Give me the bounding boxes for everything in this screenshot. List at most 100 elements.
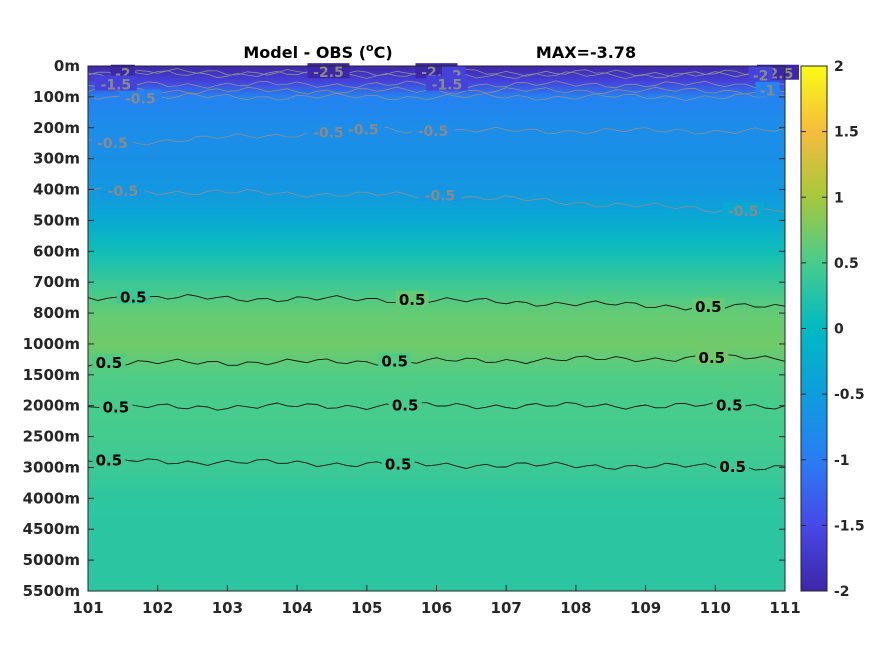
chart-subtitle: MAX=-3.78 [536,43,636,62]
contour-label-gap [755,81,780,97]
contour-label: 0.5 [381,353,408,371]
x-tick-label: 111 [769,599,800,617]
contour-label-gap [94,75,137,91]
y-tick-label: 100m [33,88,80,106]
contour-labels: 0.5 0.5 0.5 0.5 0.5 0.5 0.5 0.5 0.5 0.5 0.5 0.5 -0.5… [91,63,800,476]
contour-label: 0.5 [120,289,147,307]
contour-label-gap [425,75,468,91]
contour-label-gap [381,455,415,471]
heatmap-field [88,66,785,591]
contour-label: 0.5 [392,397,419,415]
contour-label: 0.5 [399,291,426,309]
x-tick-label: 105 [351,599,382,617]
colorbar-tick-label: 0.5 [834,256,859,272]
x-tick-label: 103 [212,599,243,617]
contour-label: -0.5 [108,184,139,200]
x-tick-label: 102 [142,599,173,617]
y-tick-label: 4000m [23,489,80,507]
y-tick-label: 1000m [23,335,80,353]
contour-label: -1 [760,84,776,100]
contour-label: -0.5 [418,124,449,140]
heatmap-area [88,66,785,591]
y-tick-label: 700m [33,273,80,291]
contour-label-gap [712,396,746,412]
x-tick-label: 109 [630,599,661,617]
contour-label: -0.5 [125,91,156,107]
contour-label: -0.5 [728,204,759,220]
y-tick-label: 4500m [23,520,80,538]
contour-label: -1.5 [101,78,132,94]
contour-label-gap [716,457,750,473]
contour-label-gap [378,352,412,368]
y-tick-label: 3000m [23,458,80,476]
contour-label-gap [722,202,765,218]
contour-label-gap [307,123,350,139]
contour-label: -2.5 [313,65,344,81]
colorbar-tick-label: -0.5 [834,387,865,403]
contour-line-0.5 [87,401,786,411]
contour-label-gap [119,89,162,105]
x-axis: 101 102 103 104 105 106 107 108 109 110 111 [72,585,801,617]
x-tick-label: 107 [491,599,522,617]
contour-label-gap [412,121,455,137]
contour-label: 0.5 [385,455,412,473]
contour-label: 0.5 [719,458,746,476]
contour-label: -0.5 [97,136,128,152]
y-tick-label: 200m [33,119,80,137]
contour-label-gap [92,354,126,370]
contour-label: 0.5 [96,452,123,470]
colorbar-tick-label: -1 [834,453,850,469]
y-tick-label: 2000m [23,397,80,415]
contour-label-gap [116,288,150,304]
colorbar-tick-label: 2 [834,59,844,75]
contour-label-gap [342,120,385,136]
contour-label-gap [691,297,725,313]
contour-label-gap [748,66,773,82]
contour-label: 0.5 [103,398,130,416]
contour-label-gap [91,134,134,150]
contour-line-0.5 [87,354,786,367]
colorbar-tick-label: 1.5 [834,125,859,141]
colorbar-tick-label: 1 [834,190,844,206]
contour-label-gap [395,290,429,306]
y-tick-label: 0m [54,57,80,75]
contour-label-gap [388,396,422,412]
y-tick-label: 1500m [23,366,80,384]
chart-title: Model - OBS (oC) [243,41,392,62]
contour-label-gap [99,398,133,414]
x-tick-label: 110 [700,599,731,617]
y-tick-label: 800m [33,304,80,322]
contour-label: 0.5 [96,354,123,372]
contour-label: -2 [753,68,769,84]
colorbar-tick-label: -1.5 [834,518,865,534]
x-tick-label: 106 [421,599,452,617]
y-tick-label: 600m [33,242,80,260]
contour-label: 0.5 [699,349,726,367]
contour-label: -1.5 [432,78,463,94]
x-tick-label: 101 [72,599,103,617]
colorbar-tick-label: 0 [834,322,844,338]
contour-label: -0.5 [313,125,344,141]
y-tick-label: 500m [33,211,80,229]
y-tick-label: 5500m [23,582,80,600]
contour-label: 0.5 [716,397,743,415]
y-tick-label: 400m [33,181,80,199]
y-tick-label: 2500m [23,428,80,446]
contour-label-gap [695,348,729,364]
contour-label-gap [307,63,350,79]
contour-line-0.5 [87,456,786,471]
contour-line--0.5 [87,92,786,102]
y-axis: 0m 100m 200m 300m 400m 500m 600m 700m 800m 1000m 1… [23,57,785,600]
colorbar-ticks: 2 1.5 1 0.5 0 -0.5 -1 -1.5 -2 [801,59,865,600]
contour-label: -0.5 [425,189,456,205]
contour-label-gap [101,182,144,198]
x-tick-label: 108 [560,599,591,617]
colorbar-tick-label: -2 [834,584,850,600]
contour-label: 0.5 [695,298,722,316]
x-tick-label: 104 [281,599,312,617]
y-tick-label: 300m [33,150,80,168]
contour-label: -0.5 [348,122,379,138]
contour-label-gap [92,451,126,467]
contour-label-gap [418,186,461,202]
